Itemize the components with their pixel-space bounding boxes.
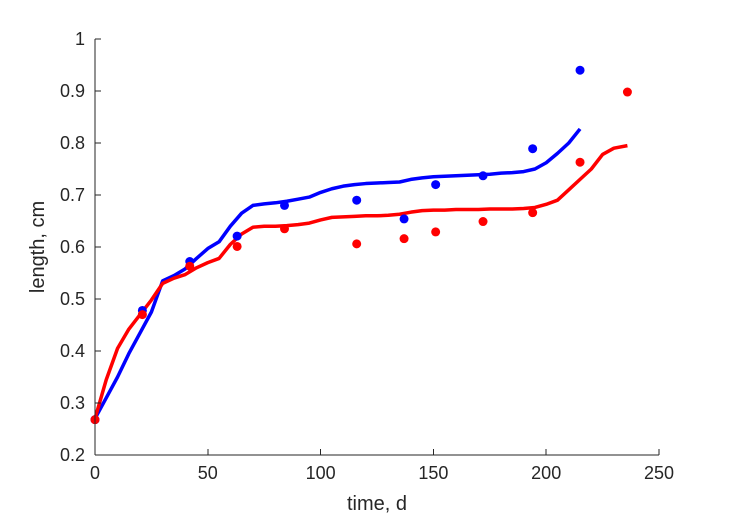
x-axis-label: time, d [347, 493, 407, 515]
red-data-point [232, 241, 242, 251]
x-tick-label: 250 [644, 463, 674, 483]
blue-data-point [352, 195, 362, 205]
red-data-point [575, 157, 585, 167]
axes [94, 39, 659, 456]
y-tick-label: 0.2 [60, 445, 85, 465]
blue-data-point [478, 171, 488, 181]
y-tick-label: 0.9 [60, 81, 85, 101]
y-tick-label: 0.4 [60, 341, 85, 361]
y-tick-label: 0.7 [60, 185, 85, 205]
y-tick-label: 0.5 [60, 289, 85, 309]
x-tick-label: 150 [418, 463, 448, 483]
red-data-point [185, 261, 195, 271]
blue-data-point [232, 231, 242, 241]
y-tick-label: 1 [75, 29, 85, 49]
x-axis-ticks: 0 50 100 150 200 250 [90, 449, 674, 483]
red-data-point [137, 310, 147, 320]
red-data-point [478, 217, 488, 227]
x-tick-label: 50 [198, 463, 218, 483]
red-data-point [280, 224, 289, 234]
blue-data-point [575, 65, 585, 75]
red-data-point [399, 234, 409, 244]
blue-model-line [93, 127, 582, 420]
red-model-line [93, 143, 628, 420]
y-axis-ticks: 0.2 0.3 0.4 0.5 0.6 0.7 0.8 0.9 1 [60, 29, 101, 465]
blue-data-point [280, 200, 289, 210]
plot-area [90, 65, 632, 425]
y-tick-label: 0.8 [60, 133, 85, 153]
blue-data-point [431, 180, 441, 190]
blue-data-point [399, 214, 409, 224]
x-tick-label: 200 [531, 463, 561, 483]
y-tick-label: 0.6 [60, 237, 85, 257]
red-data-point [431, 227, 441, 237]
blue-data-point [528, 144, 538, 154]
red-data-point [622, 87, 632, 97]
x-tick-label: 0 [90, 463, 100, 483]
y-tick-label: 0.3 [60, 393, 85, 413]
red-data-point [528, 208, 538, 218]
x-tick-label: 100 [306, 463, 336, 483]
y-axis-label: length, cm [27, 201, 49, 293]
red-data-point [352, 239, 362, 249]
